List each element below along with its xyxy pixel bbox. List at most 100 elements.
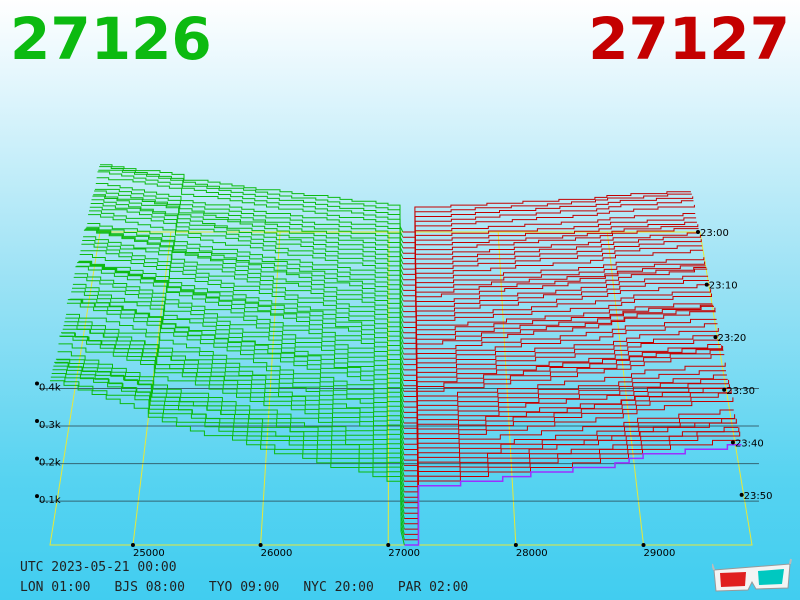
ask-depth-line <box>403 234 701 291</box>
bid-depth-line <box>91 199 404 286</box>
ask-depth-line <box>403 268 708 334</box>
bid-depth-line <box>82 240 404 344</box>
bid-depth-line <box>88 214 404 307</box>
bid-depth-line <box>100 164 404 233</box>
price-tick-dot <box>258 543 263 547</box>
time-tick-dot <box>713 335 718 340</box>
zone-tyo: TYO 09:00 <box>208 580 280 595</box>
volume-tick-dot <box>35 381 39 386</box>
volume-tick-dot <box>35 419 39 424</box>
bid-depth-line <box>98 169 404 243</box>
bid-depth-line <box>93 194 404 275</box>
time-tick-label: 23:10 <box>709 281 738 292</box>
time-tick-label: 23:40 <box>735 438 764 449</box>
bid-depth-line <box>90 203 404 291</box>
bid-depth-line <box>68 299 405 429</box>
ask-depth-line <box>403 323 718 397</box>
price-tick-label: 25000 <box>133 548 165 559</box>
bid-depth-line <box>66 302 405 440</box>
ask-depth-line <box>403 328 719 403</box>
ask-depth-line <box>403 311 716 387</box>
volume-tick-label: 0.1k <box>39 495 61 506</box>
ask-depth-line <box>403 305 714 376</box>
ask-depth-line <box>403 217 697 265</box>
price-tick-label: 27000 <box>388 548 420 559</box>
bid-depth-line <box>97 171 404 249</box>
bid-depth-line <box>74 273 405 392</box>
volume-gridlines <box>39 388 759 502</box>
time-tick-label: 23:30 <box>726 386 755 397</box>
ask-depth-line <box>403 245 703 302</box>
ask-depth-line <box>404 374 727 456</box>
ask-depth-line <box>403 257 705 313</box>
bid-depth-line <box>79 254 404 360</box>
bid-depth-line <box>77 262 405 376</box>
bid-depth-line <box>72 283 405 402</box>
bid-depth-line <box>60 336 405 482</box>
ask-depth-line <box>403 228 699 281</box>
ask-depth-line <box>404 379 730 466</box>
time-tick-dot <box>704 282 709 287</box>
bid-depth-line <box>72 287 405 408</box>
bid-depth-line <box>83 229 404 333</box>
ask-depth-line <box>403 196 694 244</box>
bid-depth-line <box>85 227 404 323</box>
ask-depth-line <box>403 232 700 286</box>
bid-depth-line <box>94 190 404 270</box>
ask-depth-line <box>403 346 724 429</box>
bid-depth-line <box>67 299 405 434</box>
ask-depth-line <box>404 418 736 509</box>
bid-depth-line <box>50 380 405 546</box>
time-tick-dot <box>730 440 735 445</box>
3d-glasses-icon[interactable] <box>712 558 792 596</box>
bid-depth-line <box>94 188 404 265</box>
price-tick-dot <box>513 543 518 547</box>
ask-depth-line <box>403 280 709 344</box>
bid-depth-line <box>80 250 404 355</box>
bid-depth-line <box>86 226 404 318</box>
ask-depth-line <box>403 344 721 419</box>
ask-depth-line <box>403 289 712 355</box>
timezone-row: LON 01:00 BJS 08:00 TYO 09:00 NYC 20:00 PAR … <box>20 580 492 595</box>
ask-depth-line <box>404 414 736 504</box>
ask-depth-line <box>404 418 737 514</box>
bid-depth-line <box>52 369 405 530</box>
ask-depth-line <box>403 261 706 318</box>
ask-depth-line <box>403 307 716 381</box>
time-tick-dot <box>722 387 727 392</box>
ask-depth-line <box>403 275 709 339</box>
ask-depth-line <box>403 354 725 440</box>
ask-depth-line <box>403 249 703 307</box>
bid-depth-line <box>96 177 404 254</box>
volume-tick-label: 0.2k <box>39 458 61 469</box>
price-tick-dot <box>641 543 646 547</box>
ask-depth-line <box>403 265 706 323</box>
price-tick-label: 28000 <box>516 548 548 559</box>
ask-depth-line <box>403 204 695 254</box>
bid-depth-line <box>50 376 405 540</box>
utc-timestamp: UTC 2023-05-21 00:00 <box>20 560 177 575</box>
time-tick-dot <box>739 492 744 497</box>
bid-depth-line <box>54 361 405 519</box>
ask-price: 27127 <box>588 5 790 73</box>
ask-depth-line <box>404 439 741 541</box>
time-tick-label: 23:20 <box>717 333 746 344</box>
zone-par: PAR 02:00 <box>397 580 469 595</box>
bid-depth-line <box>83 236 404 339</box>
depth-chart: 25000 26000 27000 28000 29000 0.1k 0.2k 0.3k 0.4… <box>35 164 773 559</box>
volume-tick-dot <box>35 456 39 461</box>
ask-depth-line <box>403 200 694 249</box>
bid-depth-line <box>58 343 405 493</box>
ask-depth-line <box>403 224 699 275</box>
bid-depth-line <box>53 365 405 524</box>
ask-depth-line <box>404 422 738 519</box>
bid-depth-line <box>76 265 405 381</box>
bid-depth-line <box>56 359 405 503</box>
bid-depth-line <box>81 243 404 349</box>
price-tick-dot <box>386 543 391 547</box>
ask-depth-line <box>404 431 741 535</box>
ask-depth-line <box>402 191 691 233</box>
zone-bjs: BJS 08:00 <box>114 580 185 595</box>
bid-depth-line <box>63 325 405 461</box>
bid-depth-line <box>69 298 405 424</box>
